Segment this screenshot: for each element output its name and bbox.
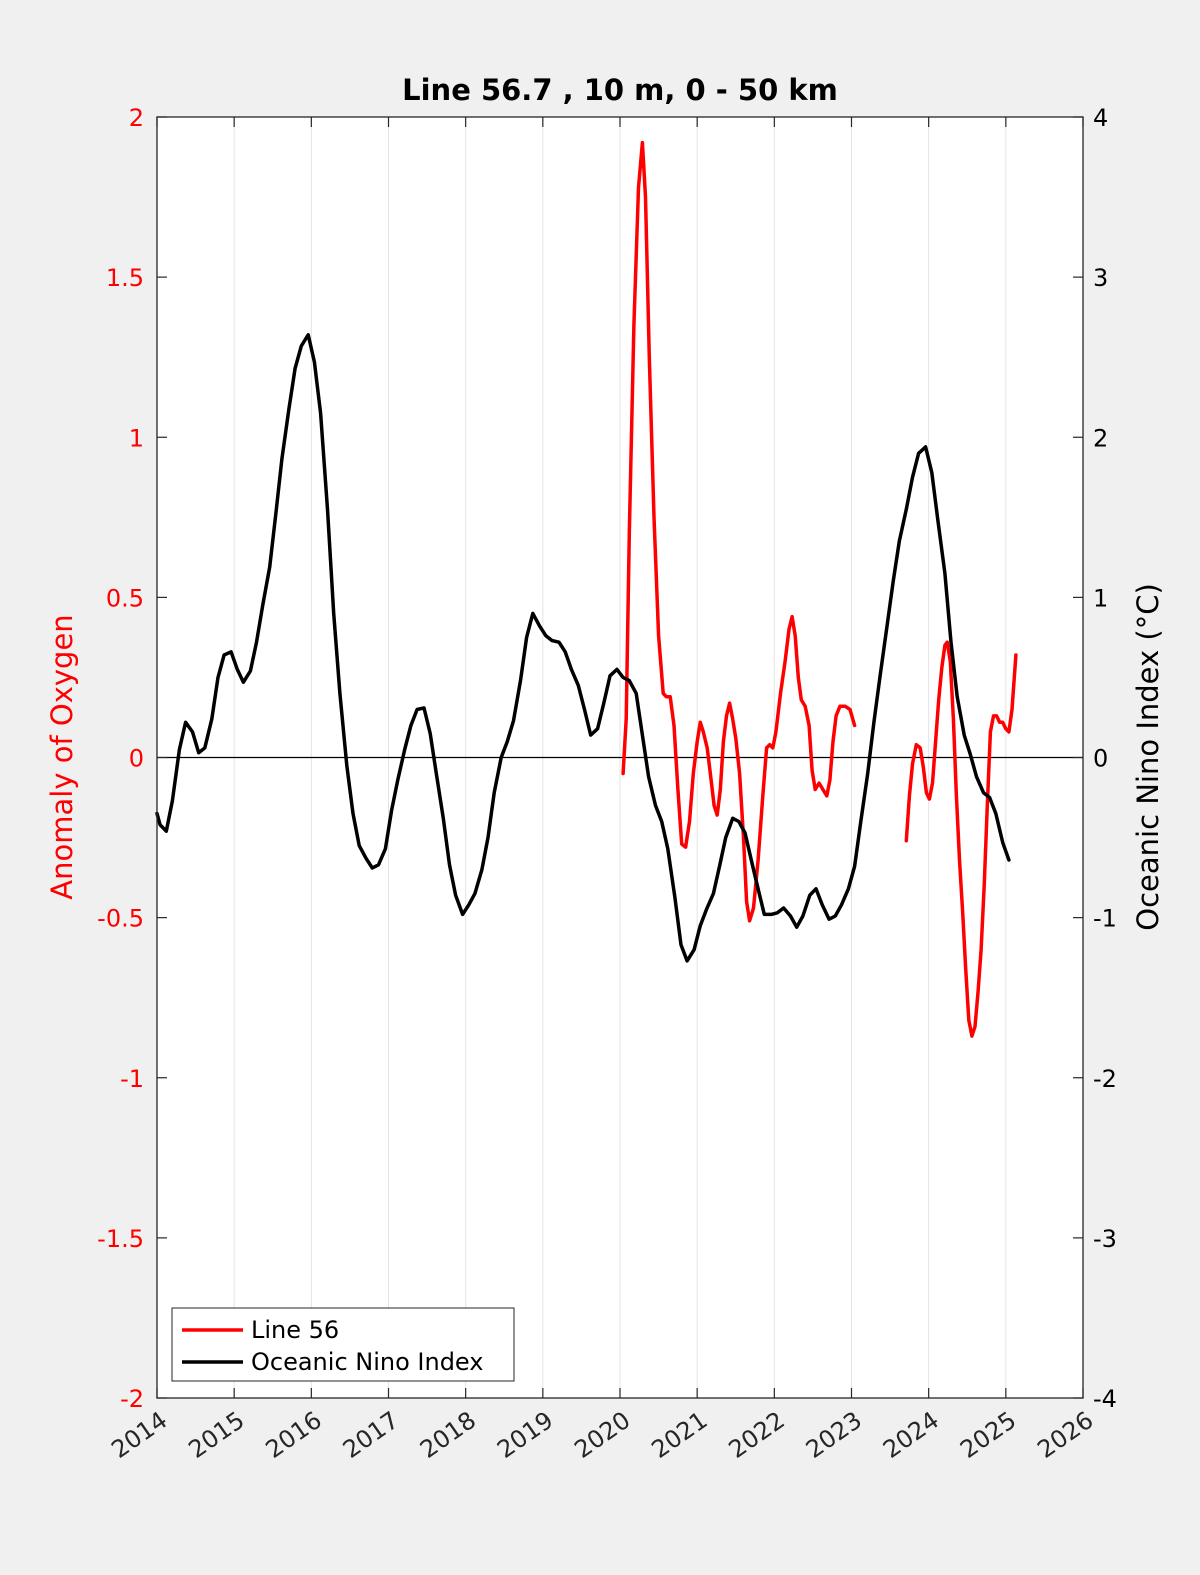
y-left-tick-label: 1 [129,424,144,452]
y-right-tick-label: 1 [1093,584,1108,612]
series-line56-line-0 [621,140,857,923]
y-axis-right-label: Oceanic Nino Index (°C) [1131,583,1165,931]
y-right-tick-label: 3 [1093,264,1108,292]
x-tick-label-2018: 2018 [415,1406,481,1464]
y-left-tick-label: 0 [129,745,144,773]
x-tick-label-2026: 2026 [1032,1406,1098,1464]
legend-box [171,1307,515,1382]
y-left-tick-label: -1 [120,1065,144,1093]
chart-title: Line 56.7 , 10 m, 0 - 50 km [402,73,838,107]
y-right-tick-label: 0 [1093,745,1108,773]
y-left-tick-label: 1.5 [106,264,144,292]
x-tick-label-2015: 2015 [184,1406,250,1464]
legend: Line 56 Oceanic Nino Index [171,1307,515,1382]
x-tick-label-2021: 2021 [647,1406,713,1464]
right-axis-ticks: 4 3 2 1 0 -1 -2 -3 -4 [1073,104,1117,1413]
x-tick-label-2019: 2019 [492,1406,558,1464]
y-left-tick-label: -2 [120,1385,144,1413]
x-tick-label-2024: 2024 [878,1406,944,1464]
y-left-tick-label: -1.5 [97,1225,144,1253]
y-left-tick-label: 2 [129,104,144,132]
series-oni-line-0 [155,333,1011,963]
y-axis-left-label: Anomaly of Oxygen [45,614,79,899]
x-tick-label-2025: 2025 [955,1406,1021,1464]
x-tick-label-2022: 2022 [724,1406,790,1464]
series-line56-line-1 [904,640,1018,1038]
y-left-tick-label: -0.5 [97,905,144,933]
x-tick-label-2023: 2023 [801,1406,867,1464]
y-right-tick-label: -1 [1093,905,1117,933]
x-tick-label-2017: 2017 [338,1406,404,1464]
legend-label-line56: Line 56 [251,1316,339,1344]
x-tick-label-2016: 2016 [261,1406,327,1464]
y-right-tick-label: -2 [1093,1065,1117,1093]
x-tick-label-2014: 2014 [106,1406,172,1464]
y-right-tick-label: -4 [1093,1385,1117,1413]
y-left-tick-label: 0.5 [106,584,144,612]
x-tick-label-2020: 2020 [569,1406,635,1464]
y-right-tick-label: 2 [1093,424,1108,452]
left-axis-ticks: 2 1.5 1 0.5 0 -0.5 -1 -1.5 -2 [97,104,167,1413]
y-right-tick-label: 4 [1093,104,1108,132]
y-right-tick-label: -3 [1093,1225,1117,1253]
legend-label-oni: Oceanic Nino Index [251,1348,483,1376]
series-layer [155,140,1018,1038]
